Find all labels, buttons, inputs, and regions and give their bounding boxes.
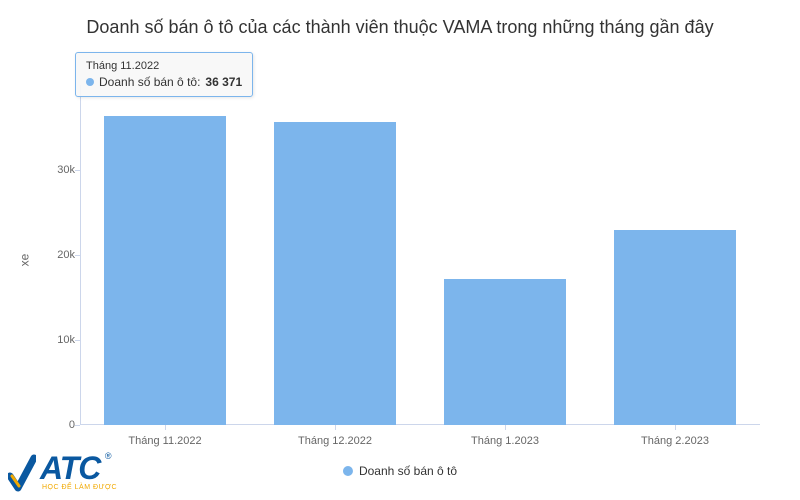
- bar[interactable]: [104, 116, 226, 425]
- bar-slot: Tháng 2.2023: [590, 85, 760, 425]
- tooltip-value: 36 371: [205, 75, 242, 89]
- tooltip-category: Tháng 11.2022: [86, 60, 242, 72]
- logo-check-icon: [8, 454, 36, 494]
- legend-dot-icon: [343, 466, 353, 476]
- x-tick-label: Tháng 1.2023: [471, 435, 539, 447]
- x-tick-mark: [675, 425, 676, 430]
- tooltip-series-label: Doanh số bán ô tô:: [99, 75, 200, 89]
- logo-registered: ®: [105, 452, 111, 460]
- x-tick-label: Tháng 11.2022: [128, 435, 201, 447]
- y-axis-label: xe: [17, 254, 31, 267]
- bars-container: Tháng 11.2022Tháng 12.2022Tháng 1.2023Th…: [80, 85, 760, 425]
- logo-tagline: HỌC ĐỂ LÀM ĐƯỢC: [42, 485, 117, 491]
- x-tick-label: Tháng 2.2023: [641, 435, 709, 447]
- x-tick-label: Tháng 12.2022: [298, 435, 372, 447]
- chart-legend[interactable]: Doanh số bán ô tô: [343, 464, 457, 478]
- logo-text: ATC ® HỌC ĐỂ LÀM ĐƯỢC: [40, 454, 100, 483]
- chart-title: Doanh số bán ô tô của các thành viên thu…: [0, 0, 800, 44]
- chart-plot-area: 010k20k30k Tháng 11.2022Tháng 12.2022Thá…: [80, 85, 760, 425]
- bar[interactable]: [444, 279, 566, 425]
- bar-slot: Tháng 11.2022: [80, 85, 250, 425]
- y-tick-label: 20k: [40, 249, 75, 261]
- bar[interactable]: [274, 122, 396, 425]
- y-tick-label: 0: [40, 419, 75, 431]
- x-tick-mark: [335, 425, 336, 430]
- tooltip-dot-icon: [86, 78, 94, 86]
- bar[interactable]: [614, 230, 736, 426]
- bar-slot: Tháng 1.2023: [420, 85, 590, 425]
- bar-slot: Tháng 12.2022: [250, 85, 420, 425]
- chart-tooltip: Tháng 11.2022 Doanh số bán ô tô: 36 371: [75, 52, 253, 97]
- y-tick-label: 10k: [40, 334, 75, 346]
- y-tick-label: 30k: [40, 164, 75, 176]
- legend-series-label: Doanh số bán ô tô: [359, 464, 457, 478]
- brand-logo: ATC ® HỌC ĐỂ LÀM ĐƯỢC: [8, 454, 100, 494]
- y-tick-mark: [75, 425, 80, 426]
- x-tick-mark: [165, 425, 166, 430]
- x-tick-mark: [505, 425, 506, 430]
